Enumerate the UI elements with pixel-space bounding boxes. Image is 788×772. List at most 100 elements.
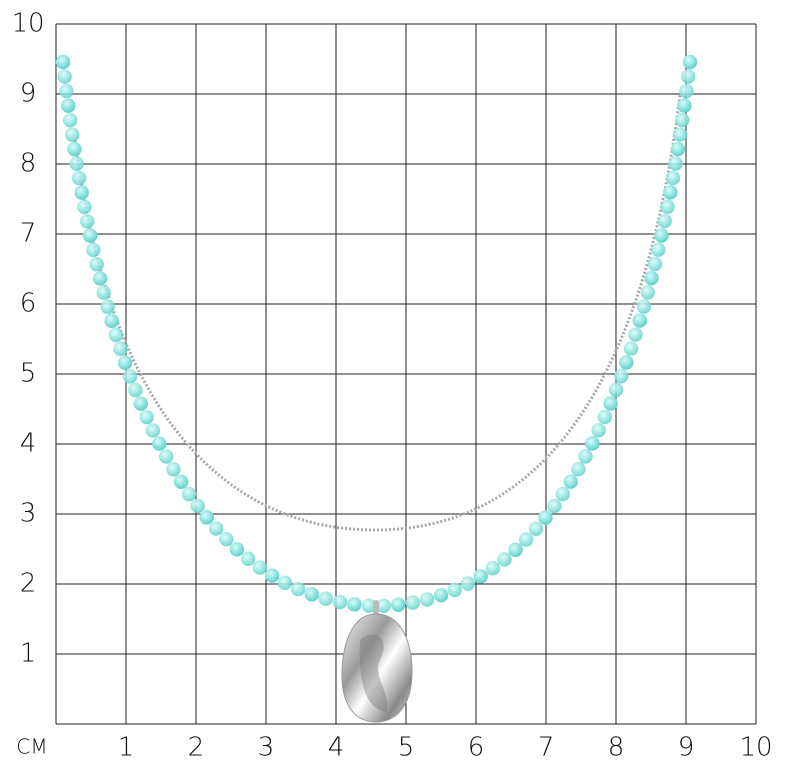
bead [682,54,698,70]
y-label: 8 [20,149,37,179]
bead [668,156,683,171]
bead [59,83,74,99]
bead [644,270,659,286]
y-label: 10 [11,9,44,39]
bead [654,228,669,243]
bead [547,498,562,514]
bead [663,185,678,200]
bead [528,521,544,536]
bead [619,355,634,370]
bead [74,185,89,200]
bead [405,595,420,610]
bead [473,569,488,584]
x-label: 4 [328,733,345,763]
bead [518,532,534,547]
bead [563,474,579,489]
bead [538,510,553,525]
bead [614,368,629,384]
x-label: 9 [678,733,695,763]
bead [190,498,205,514]
y-label: 6 [20,289,37,319]
bead [597,409,613,425]
bead [108,327,124,343]
bead [636,299,652,314]
bead [229,542,245,557]
bead [89,256,104,272]
bead [675,112,690,128]
bead [158,449,174,464]
bead [679,83,694,99]
bead [603,396,618,411]
bead [80,214,95,229]
bead [104,313,119,329]
bead [508,542,523,557]
bead [117,355,133,370]
pendant-bail [373,600,379,616]
bead [670,141,686,157]
bead [166,462,181,477]
bead [628,327,643,342]
bead [139,409,154,425]
bead [96,285,111,300]
bead [55,54,71,70]
bead [485,561,501,576]
bead [152,436,167,451]
bead [199,510,214,525]
bead [100,299,115,314]
bead [77,199,92,215]
bead [277,575,293,590]
bead [647,256,663,272]
bead [61,98,76,113]
x-label: 7 [538,733,555,763]
bead [122,369,138,384]
bead [240,551,256,566]
bead [69,156,84,171]
y-label: 3 [20,499,37,529]
bead [632,313,648,328]
bead [571,461,586,477]
bead [67,141,82,157]
y-label: 7 [20,219,37,249]
bead [623,341,639,356]
y-label: 9 [20,79,37,109]
y-label: 1 [20,639,37,669]
bead [145,423,161,438]
bead [318,591,333,606]
bead [181,486,197,502]
y-label: 2 [20,569,37,599]
bead [209,521,224,536]
bead-strand-path [63,62,690,606]
bead [57,69,72,84]
y-label: 4 [20,429,37,459]
bead [591,423,606,438]
bead [128,382,143,398]
bead [657,213,672,229]
bead [660,199,675,214]
x-label: 1 [118,733,135,763]
bead [447,582,462,598]
bead [419,592,435,607]
bead [304,587,319,602]
bead [133,396,149,411]
bead [460,576,476,591]
bead [71,170,87,186]
bead [677,98,692,113]
bead [665,170,681,186]
bead [290,581,306,597]
bead [347,597,362,612]
y-label: 5 [20,359,37,389]
bead [92,271,108,286]
chain [73,94,682,532]
bead [391,597,406,612]
bead [651,242,666,257]
x-label: 5 [398,733,415,763]
bead [578,449,593,464]
grid [55,23,757,725]
bead [361,598,377,613]
bead [433,587,449,603]
bead [219,531,234,547]
pendant [341,600,413,723]
x-label: 3 [258,733,275,763]
bead [608,382,624,398]
